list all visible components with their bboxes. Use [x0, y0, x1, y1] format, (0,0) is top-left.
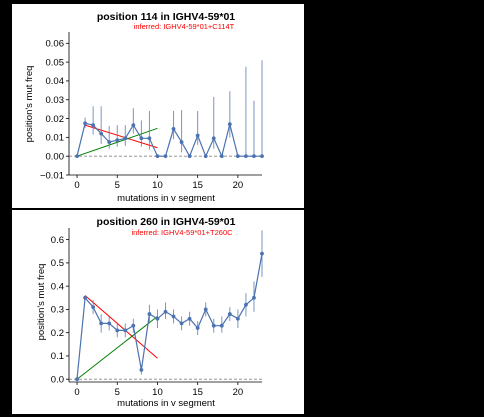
data-point [171, 127, 176, 131]
data-point [99, 321, 104, 326]
data-point [219, 154, 224, 159]
data-point [107, 321, 112, 326]
data-point [203, 307, 208, 312]
y-tick-label: 0.04 [46, 76, 65, 87]
data-point [179, 140, 184, 144]
data-point [91, 305, 96, 309]
data-point [123, 328, 128, 333]
x-tick-label: 0 [74, 387, 79, 398]
data-point [252, 295, 256, 300]
data-point [252, 154, 256, 159]
y-tick-label: 0.06 [46, 39, 65, 50]
y-tick-label: 0.05 [46, 57, 65, 68]
data-point [83, 121, 87, 126]
chart-260: position 260 in IGHV4-59*01 inferred: IG… [36, 216, 264, 409]
chart-subtitle: inferred: IGHV4-59*01+T260C [131, 228, 233, 237]
y-tick-label: 0.02 [46, 114, 65, 125]
data-point [244, 154, 248, 159]
data-point [211, 136, 216, 141]
data-point [131, 123, 136, 128]
chart-subtitle: inferred: IGHV4-59*01+C114T [134, 22, 235, 31]
data-point [123, 136, 128, 141]
data-point [107, 140, 112, 144]
data-point [260, 251, 264, 256]
data-point [203, 154, 208, 159]
y-tick-label: 0.2 [51, 328, 64, 339]
data-point [91, 123, 96, 128]
data-point [147, 312, 152, 316]
y-tick-label: 0.03 [46, 95, 65, 106]
x-tick-label: 5 [115, 180, 120, 191]
y-axis-label: position's mut freq [36, 264, 47, 341]
data-point [195, 133, 200, 138]
data-point [139, 368, 144, 372]
data-point [75, 377, 79, 382]
y-axis-label: position's mut freq [24, 66, 35, 143]
x-tick-label: 10 [152, 387, 163, 398]
chart-title: position 260 in IGHV4-59*01 [97, 216, 236, 228]
y-tick-label: 0.00 [46, 151, 65, 162]
data-point [227, 312, 232, 316]
x-tick-label: 10 [152, 180, 163, 191]
data-point [179, 321, 184, 326]
data-point [219, 323, 224, 328]
data-point [99, 131, 104, 136]
chart-title: position 114 in IGHV4-59*01 [97, 11, 235, 23]
y-tick-label: 0.0 [51, 375, 64, 386]
data-point [163, 154, 168, 159]
y-tick-label: 0.3 [51, 305, 64, 316]
y-tick-label: 0.5 [51, 258, 64, 269]
series-line [76, 122, 262, 159]
data-point [115, 138, 120, 143]
x-axis-label: mutations in v segment [117, 193, 215, 204]
data-point [131, 323, 136, 328]
data-point [227, 122, 232, 127]
data-point [235, 316, 240, 321]
x-tick-label: 15 [192, 180, 203, 191]
data-point [171, 314, 176, 319]
data-point [187, 154, 192, 159]
data-point [235, 154, 240, 159]
data-point [139, 136, 144, 141]
x-tick-label: 15 [192, 387, 203, 398]
data-point [155, 154, 160, 159]
chart-panel-260: position 260 in IGHV4-59*01 inferred: IG… [12, 210, 304, 414]
x-tick-label: 5 [115, 387, 120, 398]
data-point [195, 326, 200, 330]
data-point [187, 316, 192, 321]
data-point [75, 154, 79, 159]
data-point [260, 154, 264, 159]
chart-114: position 114 in IGHV4-59*01 inferred: IG… [24, 11, 264, 204]
x-tick-label: 0 [74, 180, 79, 191]
y-tick-label: 0.01 [46, 133, 65, 144]
data-point [163, 309, 168, 314]
data-point [147, 136, 152, 141]
data-point [115, 328, 120, 333]
chart-panel-114: position 114 in IGHV4-59*01 inferred: IG… [12, 4, 304, 208]
y-tick-label: 0.1 [51, 351, 64, 362]
data-point [83, 295, 87, 300]
data-point [244, 302, 248, 307]
data-point [211, 323, 216, 328]
fit-line-1 [76, 316, 158, 380]
y-tick-label: 0.4 [51, 281, 64, 292]
data-point [155, 316, 160, 321]
x-tick-label: 20 [233, 180, 244, 191]
x-axis-label: mutations in v segment [117, 398, 215, 409]
series-line [76, 253, 263, 380]
fit-line-0 [84, 295, 158, 359]
y-tick-label: −0.01 [40, 170, 64, 181]
y-tick-label: 0.6 [51, 235, 64, 246]
x-tick-label: 20 [233, 387, 244, 398]
